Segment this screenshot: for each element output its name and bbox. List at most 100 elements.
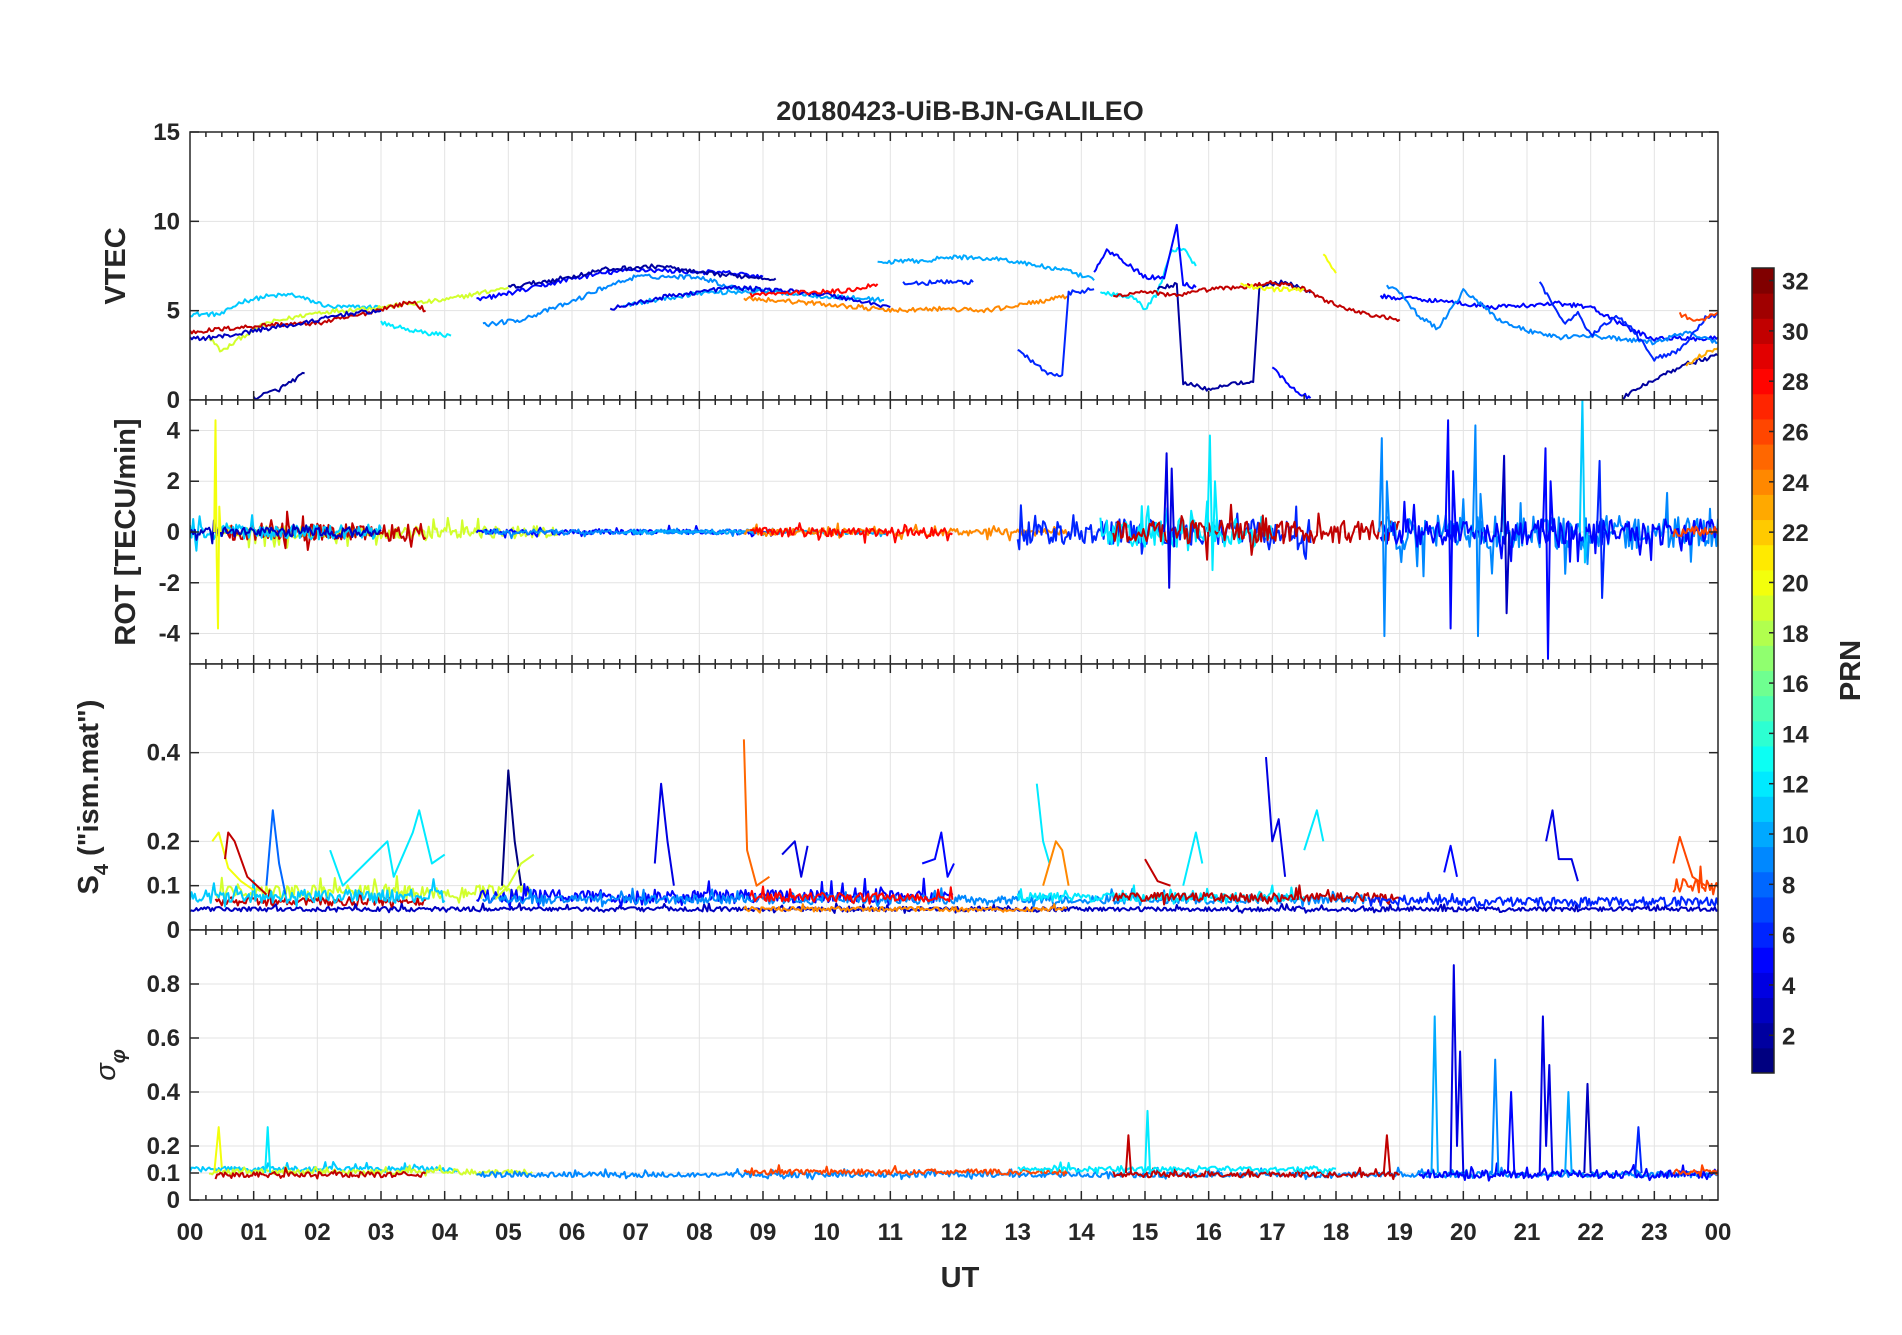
x-tick-label: 12 — [941, 1219, 968, 1246]
spike-prn-12 — [264, 1126, 272, 1174]
y-tick-label: 0.1 — [147, 873, 180, 900]
y-tick-labels: 0 5 10 15 — [153, 119, 180, 414]
colorbar-bin-prn-13 — [1752, 745, 1774, 772]
spike-prn-4 — [653, 782, 675, 886]
spike-prn-20 — [213, 419, 222, 630]
series-line-prn-11 — [190, 292, 382, 318]
series-group — [190, 964, 1718, 1182]
series-line-prn-4 — [609, 285, 891, 311]
series-line-prn-30 — [1112, 503, 1400, 561]
colorbar-bin-prn-6 — [1752, 922, 1774, 948]
colorbar-bin-prn-20 — [1752, 569, 1774, 596]
series-line-prn-28 — [749, 885, 954, 905]
series-line-prn-24 — [743, 522, 1068, 542]
spike-prn-20 — [213, 1126, 223, 1174]
spike-prn-1 — [501, 769, 523, 886]
grid — [190, 664, 1718, 930]
colorbar-bin-prn-9 — [1752, 846, 1774, 873]
x-tick-label: 02 — [304, 1219, 331, 1246]
x-tick-label: 11 — [878, 1219, 903, 1246]
series-line-prn-24 — [743, 294, 1069, 314]
colorbar-bin-prn-18 — [1752, 620, 1774, 646]
series-line-prn-3 — [190, 308, 382, 342]
y-tick-label: 15 — [153, 119, 180, 146]
colorbar-bin-prn-32 — [1752, 268, 1774, 294]
spike-prn-12 — [1182, 831, 1204, 886]
series-line-prn-20 — [1240, 282, 1305, 293]
colorbar-tick-label: 4 — [1782, 973, 1796, 1000]
series-line-prn-5 — [1093, 223, 1197, 290]
y-tick-label: 0.6 — [147, 1025, 180, 1052]
x-tick-label: 18 — [1323, 1219, 1350, 1246]
y-tick-label: 2 — [167, 468, 180, 495]
x-tick-label: 03 — [368, 1219, 395, 1246]
series-line-prn-3 — [190, 902, 1718, 914]
y-tick-label: 0.2 — [147, 828, 180, 855]
series-line-prn-9 — [482, 273, 764, 328]
y-tick-label: 0.1 — [147, 1160, 180, 1187]
y-tick-labels: 0 0.1 0.2 0.4 — [147, 740, 181, 944]
y-tick-label: 10 — [153, 208, 180, 235]
series-line-prn-30 — [1112, 1166, 1401, 1181]
series-line-prn-28 — [749, 283, 879, 298]
series-line-prn-20 — [1322, 253, 1337, 274]
colorbar-bin-prn-31 — [1752, 293, 1774, 319]
series-line-prn-6 — [902, 279, 974, 286]
colorbar-bin-prn-23 — [1752, 494, 1774, 521]
y-axis-label-sub: φ — [108, 1049, 130, 1063]
x-tick-label: 01 — [240, 1219, 267, 1246]
x-tick-label: 21 — [1514, 1219, 1541, 1246]
x-tick-label: 07 — [622, 1219, 649, 1246]
series-line-prn-26 — [1678, 311, 1718, 322]
colorbar-bin-prn-15 — [1752, 695, 1774, 722]
spike-prn-12 — [1206, 434, 1219, 572]
colorbar-bin-prn-8 — [1752, 871, 1774, 898]
spike-prn-9 — [1471, 424, 1485, 638]
series-line-prn-5 — [1379, 293, 1718, 342]
colorbar-bin-prn-17 — [1752, 645, 1774, 671]
colorbar-tick-label: 12 — [1782, 772, 1809, 799]
spike-prn-3 — [1500, 454, 1511, 615]
colorbar-tick-label: 6 — [1782, 923, 1795, 950]
chart-title: 20180423-UiB-BJN-GALILEO — [776, 96, 1144, 126]
spike-prn-26 — [1672, 835, 1706, 887]
series-line-prn-11 — [190, 1161, 459, 1173]
series-line-prn-5 — [1418, 1162, 1718, 1182]
colorbar-bin-prn-22 — [1752, 519, 1774, 546]
spike-prn-5 — [921, 831, 955, 878]
colorbar-bin-prn-1 — [1752, 1047, 1774, 1074]
series-line-prn-23 — [1685, 347, 1718, 367]
colorbar-tick-label: 20 — [1782, 570, 1809, 597]
series-line-prn-5 — [1271, 366, 1312, 400]
series-line-prn-28 — [750, 522, 953, 544]
colorbar-bin-prn-11 — [1752, 796, 1774, 822]
y-tick-label: 0.8 — [147, 971, 180, 998]
colorbar-bin-prn-12 — [1752, 771, 1774, 797]
y-tick-labels: 00.10.2 0.4 0.6 0.8 — [147, 971, 181, 1214]
x-tick-label: 13 — [1004, 1219, 1031, 1246]
colorbar-label: PRN — [1835, 640, 1867, 701]
spike-prn-12 — [1303, 809, 1325, 851]
colorbar-bin-prn-5 — [1752, 947, 1774, 973]
colorbar-tick-label: 28 — [1782, 369, 1809, 396]
x-tick-label: 10 — [813, 1219, 840, 1246]
panel-s4: 0 0.1 0.2 0.4 S4 ("ism.mat") — [73, 663, 1719, 944]
series-line-prn-12 — [1017, 1161, 1337, 1175]
colorbar-tick-label: 26 — [1782, 420, 1809, 447]
spike-prn-5 — [1506, 1091, 1516, 1174]
spike-prn-4 — [1163, 452, 1176, 589]
y-tick-label: -4 — [159, 621, 181, 648]
colorbar-bin-prn-7 — [1752, 896, 1774, 923]
series-line-prn-2 — [507, 263, 777, 289]
spike-prn-12 — [1144, 1109, 1152, 1174]
colorbar-bin-prn-3 — [1752, 997, 1774, 1024]
series-line-prn-10 — [877, 254, 1095, 281]
series-line-prn-12 — [1016, 884, 1305, 905]
series-line-prn-26 — [743, 1164, 1068, 1177]
spike-prn-8 — [265, 809, 287, 895]
x-tick-label: 19 — [1386, 1219, 1413, 1246]
y-tick-label: 0.4 — [147, 1079, 181, 1106]
x-tick-label: 14 — [1068, 1219, 1095, 1246]
